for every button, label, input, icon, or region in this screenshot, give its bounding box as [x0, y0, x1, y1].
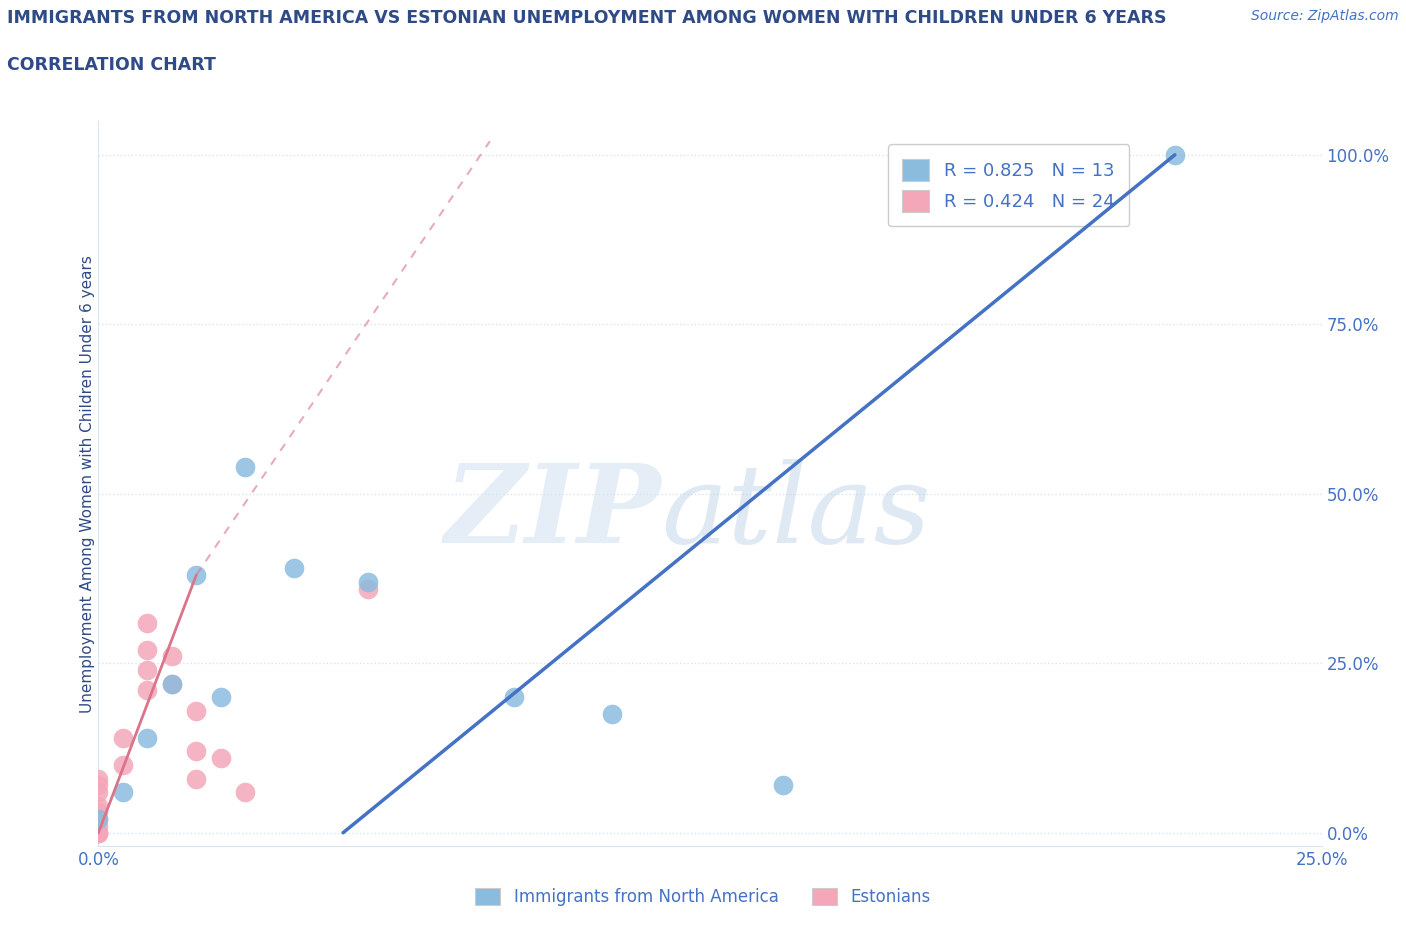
Legend: Immigrants from North America, Estonians: Immigrants from North America, Estonians — [468, 881, 938, 912]
Point — [160, 676, 183, 691]
Point — [503, 690, 526, 705]
Text: ZIP: ZIP — [444, 458, 661, 566]
Point — [283, 561, 305, 576]
Point — [209, 751, 232, 765]
Point — [600, 707, 623, 722]
Point — [111, 758, 134, 773]
Point — [87, 785, 110, 800]
Point — [233, 785, 256, 800]
Point — [356, 575, 378, 590]
Point — [136, 730, 159, 745]
Point — [186, 744, 208, 759]
Point — [87, 777, 110, 792]
Point — [1164, 147, 1187, 162]
Point — [111, 730, 134, 745]
Point — [87, 812, 110, 827]
Point — [87, 825, 110, 840]
Point — [87, 825, 110, 840]
Point — [87, 805, 110, 820]
Point — [87, 771, 110, 786]
Point — [136, 662, 159, 677]
Point — [186, 567, 208, 582]
Point — [356, 581, 378, 596]
Y-axis label: Unemployment Among Women with Children Under 6 years: Unemployment Among Women with Children U… — [80, 255, 94, 712]
Point — [772, 777, 794, 792]
Point — [87, 812, 110, 827]
Point — [87, 818, 110, 833]
Point — [186, 771, 208, 786]
Point — [87, 798, 110, 813]
Text: atlas: atlas — [661, 458, 931, 566]
Legend: R = 0.825   N = 13, R = 0.424   N = 24: R = 0.825 N = 13, R = 0.424 N = 24 — [889, 144, 1129, 226]
Point — [160, 676, 183, 691]
Point — [136, 643, 159, 658]
Point — [111, 785, 134, 800]
Text: CORRELATION CHART: CORRELATION CHART — [7, 56, 217, 73]
Point — [136, 683, 159, 698]
Point — [160, 649, 183, 664]
Text: IMMIGRANTS FROM NORTH AMERICA VS ESTONIAN UNEMPLOYMENT AMONG WOMEN WITH CHILDREN: IMMIGRANTS FROM NORTH AMERICA VS ESTONIA… — [7, 9, 1167, 27]
Point — [186, 703, 208, 718]
Point — [136, 615, 159, 630]
Point — [233, 459, 256, 474]
Text: Source: ZipAtlas.com: Source: ZipAtlas.com — [1251, 9, 1399, 23]
Point — [209, 690, 232, 705]
Point — [87, 825, 110, 840]
